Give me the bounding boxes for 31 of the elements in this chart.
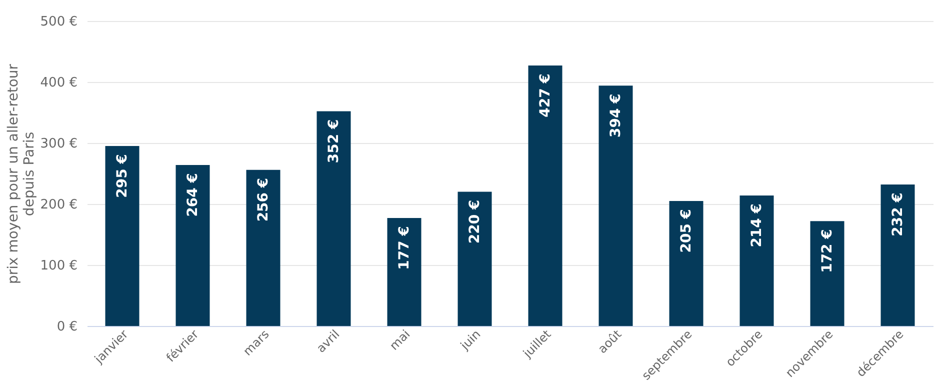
y-tick-label: 500 €: [40, 14, 78, 30]
bar: [246, 170, 280, 326]
bar: [105, 146, 140, 326]
y-tick-label: 400 €: [40, 76, 78, 90]
data-label: 295 €: [114, 154, 130, 198]
bar: [810, 221, 844, 326]
bar: [528, 66, 562, 326]
y-axis-title: prix moyen pour un aller-retour depuis Paris: [5, 64, 38, 284]
bar: [598, 86, 633, 326]
y-tick-label: 0 €: [56, 320, 78, 334]
y-tick-label: 200 €: [40, 198, 78, 212]
data-label: 256 €: [255, 178, 272, 222]
data-label: 220 €: [466, 200, 483, 244]
data-label: 214 €: [748, 203, 765, 248]
data-label: 232 €: [890, 192, 906, 236]
data-label: 172 €: [819, 229, 836, 273]
y-tick-label: 100 €: [40, 258, 78, 274]
bar: [669, 200, 704, 326]
y-tick-label: 300 €: [40, 136, 78, 152]
data-label: 427 €: [537, 74, 554, 118]
data-label: 394 €: [608, 94, 624, 138]
bar: [880, 184, 915, 326]
bar: [740, 195, 774, 326]
bar: [176, 164, 210, 326]
data-label: 205 €: [678, 208, 694, 253]
bar: [458, 192, 492, 326]
data-label: 352 €: [326, 119, 342, 164]
bar: [387, 218, 422, 326]
data-label: 177 €: [396, 226, 412, 270]
data-label: 264 €: [184, 172, 201, 217]
bar: [316, 111, 351, 326]
